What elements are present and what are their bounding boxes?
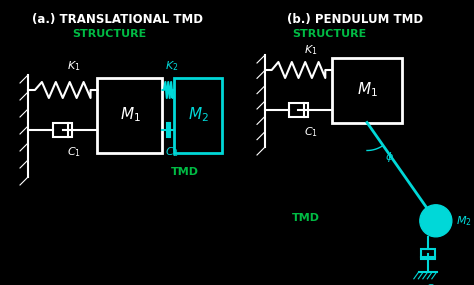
Bar [332, 58, 402, 123]
Bar [289, 103, 308, 117]
Text: STRUCTURE: STRUCTURE [72, 29, 146, 39]
Circle shape [420, 205, 452, 237]
Text: $M_2$: $M_2$ [456, 214, 472, 228]
Text: $M_2$: $M_2$ [188, 106, 209, 124]
Bar [98, 78, 163, 152]
Bar [53, 123, 73, 137]
Text: TMD: TMD [292, 213, 320, 223]
Text: $K_1$: $K_1$ [67, 59, 81, 73]
Bar [167, 123, 170, 137]
Text: $C_1$: $C_1$ [67, 145, 81, 159]
Text: $M_1$: $M_1$ [119, 106, 140, 124]
Bar [421, 249, 435, 259]
Text: $K_2$: $K_2$ [165, 59, 179, 73]
Text: $K_1$: $K_1$ [304, 43, 318, 57]
Bar [174, 78, 222, 152]
Text: STRUCTURE: STRUCTURE [292, 29, 366, 39]
Text: $C_2$: $C_2$ [165, 145, 179, 159]
Text: $M_1$: $M_1$ [356, 81, 377, 99]
Text: $C_2$: $C_2$ [425, 282, 439, 285]
Text: TMD: TMD [171, 167, 199, 177]
Text: (a.) TRANSLATIONAL TMD: (a.) TRANSLATIONAL TMD [33, 13, 203, 26]
Text: (b.) PENDULUM TMD: (b.) PENDULUM TMD [287, 13, 423, 26]
Text: $C_1$: $C_1$ [304, 125, 318, 139]
Text: $\phi$: $\phi$ [385, 150, 394, 164]
